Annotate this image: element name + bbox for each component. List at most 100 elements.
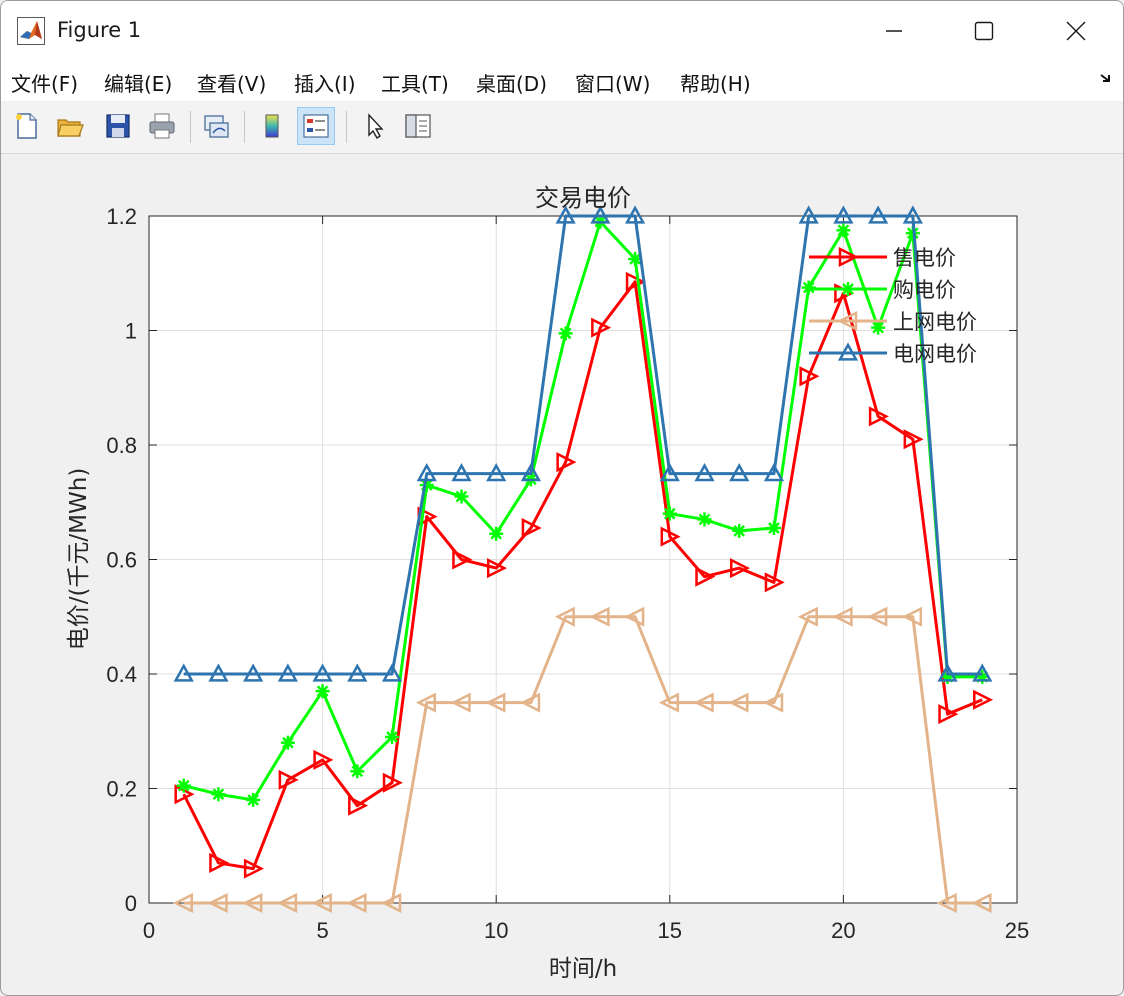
link-plot-button[interactable] bbox=[197, 107, 235, 145]
close-button[interactable] bbox=[1029, 1, 1123, 61]
save-icon bbox=[106, 114, 130, 138]
data-point bbox=[554, 606, 575, 627]
series-triangle-left bbox=[172, 606, 992, 914]
data-point bbox=[555, 205, 576, 224]
data-point bbox=[173, 663, 194, 682]
data-point bbox=[797, 606, 818, 627]
menu-file[interactable]: 文件(F) bbox=[11, 72, 79, 96]
data-point bbox=[938, 704, 959, 725]
property-editor-button[interactable] bbox=[399, 107, 437, 145]
menu-insert[interactable]: 插入(I) bbox=[294, 72, 356, 96]
y-tick-label: 1 bbox=[125, 319, 137, 344]
data-point bbox=[556, 452, 577, 473]
data-point bbox=[837, 342, 859, 361]
x-tick-label: 25 bbox=[1005, 918, 1029, 943]
data-point bbox=[243, 663, 264, 682]
data-point bbox=[841, 282, 855, 296]
series-asterisk bbox=[176, 214, 990, 807]
minimize-icon bbox=[886, 30, 902, 32]
asterisk-stroke bbox=[872, 321, 884, 334]
data-point bbox=[728, 692, 749, 713]
matlab-logo-icon bbox=[17, 17, 45, 45]
toolbar-separator bbox=[244, 111, 245, 143]
data-point bbox=[311, 892, 332, 914]
new-figure-icon bbox=[16, 113, 37, 139]
dock-arrow-icon[interactable] bbox=[1097, 69, 1115, 87]
y-tick-label: 0.6 bbox=[106, 548, 137, 573]
data-point bbox=[450, 692, 471, 713]
data-point bbox=[591, 317, 612, 338]
property-editor-icon bbox=[405, 114, 431, 138]
series-layer bbox=[172, 205, 994, 914]
data-point bbox=[454, 489, 469, 504]
data-point bbox=[348, 795, 369, 816]
y-tick-label: 0.4 bbox=[106, 662, 137, 687]
data-point bbox=[732, 523, 747, 538]
maximize-button[interactable] bbox=[937, 1, 1031, 61]
colorbar-icon bbox=[265, 114, 279, 138]
data-point bbox=[486, 463, 507, 482]
toolbar-separator bbox=[346, 111, 347, 143]
data-point bbox=[729, 558, 751, 579]
data-point bbox=[521, 517, 542, 539]
data-point bbox=[315, 684, 330, 699]
menu-view[interactable]: 查看(V) bbox=[197, 72, 267, 96]
data-point bbox=[697, 512, 712, 527]
x-tick-label: 0 bbox=[143, 918, 155, 943]
legend-entry: 电网电价 bbox=[809, 342, 977, 366]
menu-window[interactable]: 窗口(W) bbox=[575, 72, 651, 96]
new-figure-button[interactable] bbox=[7, 107, 45, 145]
data-point bbox=[766, 521, 781, 536]
data-point bbox=[246, 792, 261, 807]
series-triangle-right bbox=[174, 271, 994, 879]
data-point bbox=[838, 246, 859, 268]
y-tick-label: 1.2 bbox=[106, 204, 137, 229]
menu-tools[interactable]: 工具(T) bbox=[381, 72, 449, 96]
asterisk-stroke bbox=[837, 224, 850, 237]
data-point bbox=[624, 205, 646, 224]
asterisk-stroke bbox=[629, 253, 641, 265]
data-point bbox=[971, 892, 992, 914]
pointer-button[interactable] bbox=[355, 107, 393, 145]
menu-help[interactable]: 帮助(H) bbox=[680, 72, 751, 96]
data-point bbox=[972, 663, 993, 682]
data-point bbox=[346, 892, 367, 914]
print-button[interactable] bbox=[143, 107, 181, 145]
series-triangle-up bbox=[173, 205, 993, 682]
asterisk-stroke bbox=[212, 788, 225, 801]
menu-desktop[interactable]: 桌面(D) bbox=[476, 72, 548, 96]
toolbar-separator bbox=[190, 111, 191, 143]
asterisk-stroke bbox=[316, 685, 329, 698]
data-point bbox=[451, 463, 472, 482]
data-point bbox=[485, 692, 506, 713]
legend-label: 电网电价 bbox=[893, 342, 977, 366]
asterisk-stroke bbox=[455, 490, 468, 503]
x-axis-label: 时间/h bbox=[549, 956, 617, 982]
menu-edit[interactable]: 编辑(E) bbox=[104, 72, 173, 96]
legend-button[interactable] bbox=[297, 107, 335, 145]
title-bar: Figure 1 bbox=[1, 1, 1123, 61]
colorbar-button[interactable] bbox=[253, 107, 291, 145]
open-file-icon bbox=[57, 119, 84, 137]
data-point bbox=[350, 764, 365, 779]
data-point bbox=[486, 558, 507, 579]
minimize-button[interactable] bbox=[847, 1, 941, 61]
legend-entry: 售电价 bbox=[809, 246, 956, 270]
data-point bbox=[868, 406, 889, 427]
data-point bbox=[590, 205, 611, 224]
legend-icon bbox=[303, 114, 329, 138]
asterisk-stroke bbox=[698, 513, 711, 526]
data-point bbox=[833, 205, 854, 224]
x-tick-label: 5 bbox=[316, 918, 328, 943]
data-point bbox=[452, 549, 473, 570]
data-point bbox=[659, 463, 680, 482]
open-file-button[interactable] bbox=[51, 107, 89, 145]
save-button[interactable] bbox=[99, 107, 137, 145]
data-point bbox=[172, 892, 193, 914]
data-point bbox=[313, 749, 334, 770]
data-point bbox=[936, 892, 957, 914]
series-line bbox=[182, 280, 983, 871]
data-point bbox=[798, 205, 819, 224]
figure-canvas: 0 5 10 15 20 25 0 0.2 0.4 0.6 0.8 1 1.2 交易电价 时间/h 电价… bbox=[3, 154, 1123, 994]
